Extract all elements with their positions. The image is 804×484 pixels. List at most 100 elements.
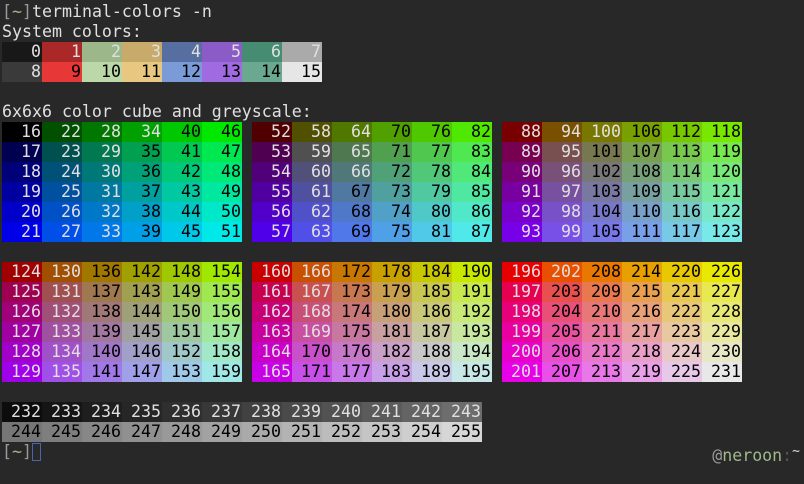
input-line[interactable]: [~] (2, 442, 41, 462)
color-cell-145: 145 (122, 322, 162, 342)
color-cell-198: 198 (502, 302, 542, 322)
color-cell-105: 105 (582, 222, 622, 242)
color-cell-115: 115 (662, 182, 702, 202)
color-cell-37: 37 (122, 182, 162, 202)
color-cell-50: 50 (202, 202, 242, 222)
color-cell-194: 194 (452, 342, 492, 362)
color-cell-162: 162 (252, 302, 292, 322)
right-prompt-at: @ (712, 446, 723, 465)
color-cell-11: 11 (122, 62, 162, 82)
color-cell-59: 59 (292, 142, 332, 162)
color-cell-246: 246 (82, 422, 122, 442)
color-cell-251: 251 (282, 422, 322, 442)
color-cell-75: 75 (372, 222, 412, 242)
color-cell-4: 4 (162, 42, 202, 62)
color-cell-227: 227 (702, 282, 742, 302)
color-cell-24: 24 (42, 162, 82, 182)
color-cell-71: 71 (372, 142, 412, 162)
right-prompt-dir: ~ (792, 444, 800, 459)
color-cell-197: 197 (502, 282, 542, 302)
color-cell-212: 212 (582, 342, 622, 362)
color-cell-40: 40 (162, 122, 202, 142)
color-cell-221: 221 (662, 282, 702, 302)
color-cell-249: 249 (202, 422, 242, 442)
color-cell-39: 39 (122, 222, 162, 242)
color-cell-125: 125 (2, 282, 42, 302)
color-cell-101: 101 (582, 142, 622, 162)
color-cell-167: 167 (292, 282, 332, 302)
color-cell-120: 120 (702, 162, 742, 182)
color-cell-95: 95 (542, 142, 582, 162)
color-cell-88: 88 (502, 122, 542, 142)
color-cell-47: 47 (202, 142, 242, 162)
color-cell-168: 168 (292, 302, 332, 322)
cursor (32, 443, 41, 461)
prompt-dir: ~ (12, 2, 22, 21)
color-cell-144: 144 (122, 302, 162, 322)
color-cell-135: 135 (42, 362, 82, 382)
color-cell-90: 90 (502, 162, 542, 182)
color-cell-44: 44 (162, 202, 202, 222)
color-cell-79: 79 (412, 182, 452, 202)
color-cell-76: 76 (412, 122, 452, 142)
color-cell-163: 163 (252, 322, 292, 342)
color-cell-207: 207 (542, 362, 582, 382)
color-cell-94: 94 (542, 122, 582, 142)
color-cell-20: 20 (2, 202, 42, 222)
color-cell-250: 250 (242, 422, 282, 442)
color-cell-228: 228 (702, 302, 742, 322)
color-cell-187: 187 (412, 322, 452, 342)
color-cell-199: 199 (502, 322, 542, 342)
prompt-bracket: ] (22, 2, 32, 21)
color-cell-117: 117 (662, 222, 702, 242)
color-cell-252: 252 (322, 422, 362, 442)
color-cell-32: 32 (82, 202, 122, 222)
color-cell-113: 113 (662, 142, 702, 162)
color-cell-29: 29 (82, 142, 122, 162)
color-cell-159: 159 (202, 362, 242, 382)
color-cell-189: 189 (412, 362, 452, 382)
color-cell-140: 140 (82, 342, 122, 362)
color-cell-42: 42 (162, 162, 202, 182)
color-cell-248: 248 (162, 422, 202, 442)
color-cell-10: 10 (82, 62, 122, 82)
color-cell-138: 138 (82, 302, 122, 322)
right-prompt-sep: : (782, 446, 793, 465)
color-cell-224: 224 (662, 342, 702, 362)
color-cell-58: 58 (292, 122, 332, 142)
color-cell-188: 188 (412, 342, 452, 362)
color-cell-195: 195 (452, 362, 492, 382)
color-cell-53: 53 (252, 142, 292, 162)
color-cell-16: 16 (2, 122, 42, 142)
color-cell-200: 200 (502, 342, 542, 362)
right-prompt: @neroon:~ (712, 442, 800, 465)
color-cell-237: 237 (202, 402, 242, 422)
color-cell-178: 178 (372, 262, 412, 282)
color-cell-83: 83 (452, 142, 492, 162)
color-cell-62: 62 (292, 202, 332, 222)
color-cell-134: 134 (42, 342, 82, 362)
color-cell-217: 217 (622, 322, 662, 342)
color-cell-154: 154 (202, 262, 242, 282)
color-cell-34: 34 (122, 122, 162, 142)
color-cell-133: 133 (42, 322, 82, 342)
color-cell-245: 245 (42, 422, 82, 442)
color-cell-165: 165 (252, 362, 292, 382)
color-cell-151: 151 (162, 322, 202, 342)
cube-heading: 6x6x6 color cube and greyscale: (2, 102, 312, 121)
color-cell-3: 3 (122, 42, 162, 62)
color-cell-46: 46 (202, 122, 242, 142)
color-cell-243: 243 (442, 402, 482, 422)
color-cell-45: 45 (162, 222, 202, 242)
color-cell-102: 102 (582, 162, 622, 182)
color-cell-122: 122 (702, 202, 742, 222)
color-cell-30: 30 (82, 162, 122, 182)
color-cell-218: 218 (622, 342, 662, 362)
color-cell-96: 96 (542, 162, 582, 182)
color-cell-28: 28 (82, 122, 122, 142)
color-cell-68: 68 (332, 202, 372, 222)
color-cell-127: 127 (2, 322, 42, 342)
color-cell-121: 121 (702, 182, 742, 202)
color-cell-6: 6 (242, 42, 282, 62)
color-cell-61: 61 (292, 182, 332, 202)
